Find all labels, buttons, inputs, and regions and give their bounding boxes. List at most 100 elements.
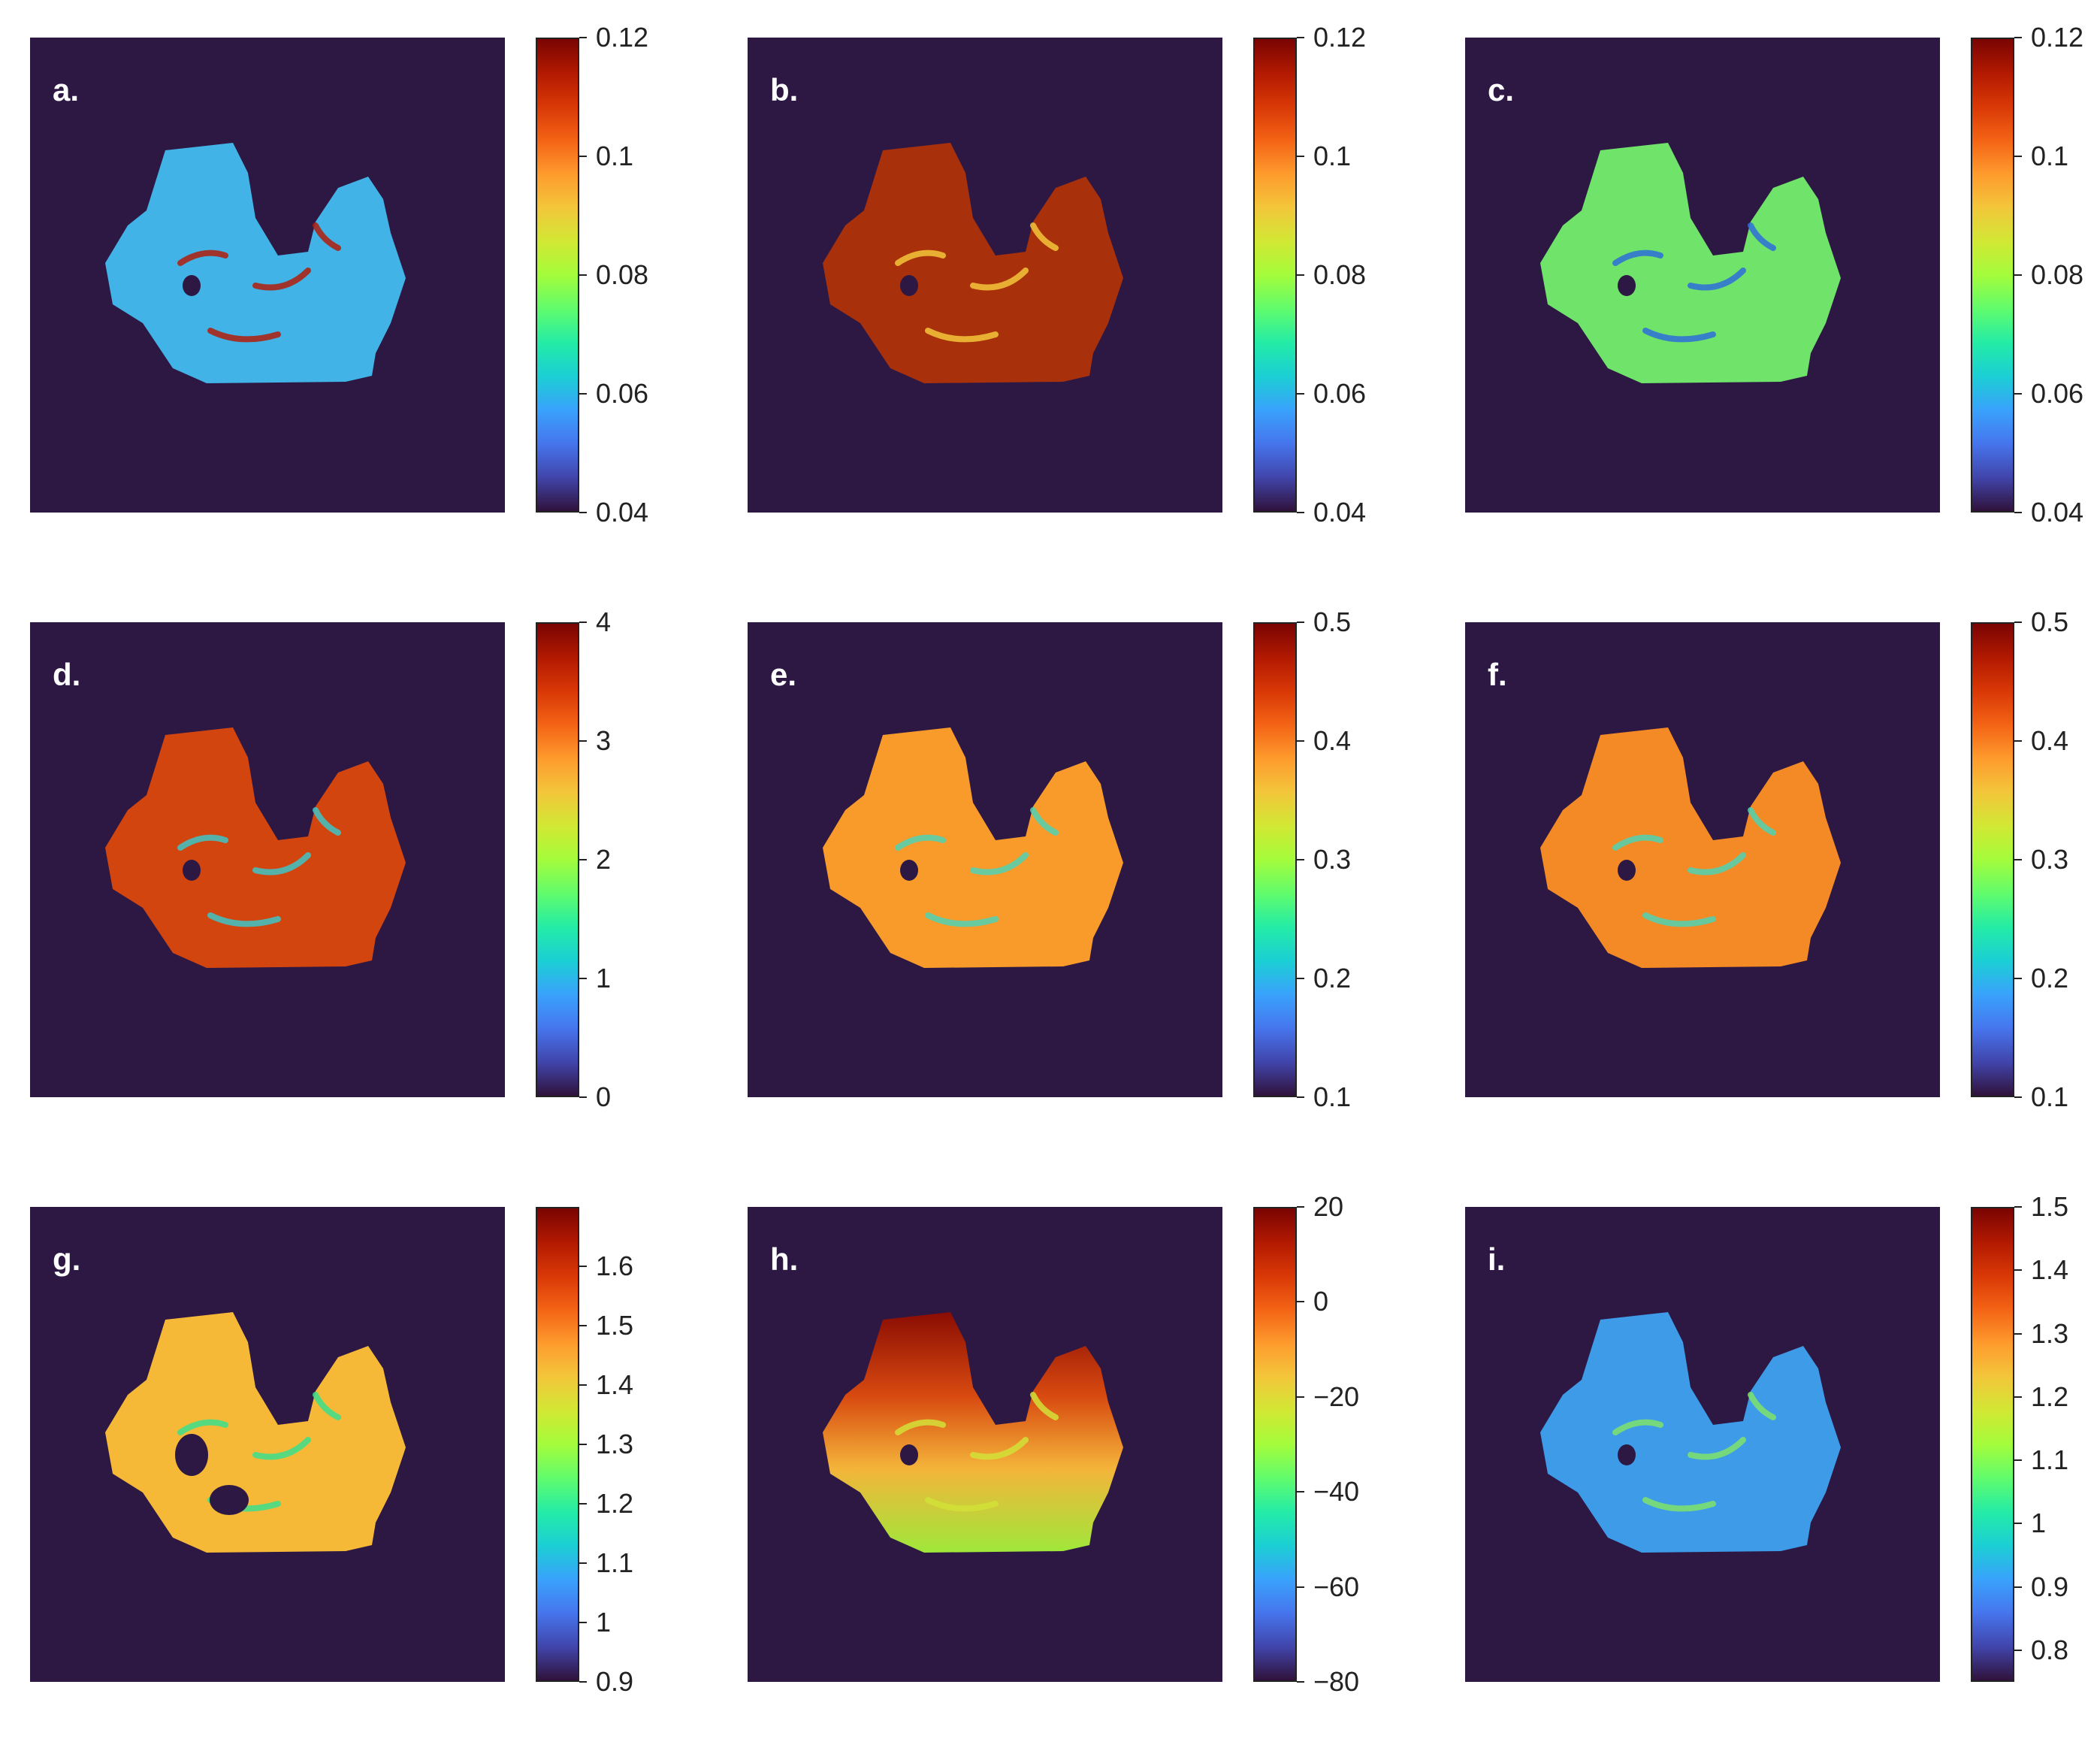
colorbar-tick	[2014, 274, 2022, 276]
colorbar-fill	[1972, 1208, 2013, 1680]
colorbar-tick	[579, 740, 587, 742]
colorbar-tick	[2014, 621, 2022, 623]
colorbar-tick	[1297, 1206, 1304, 1208]
panel-h: h. 20 0 −20 −40 −60 −80	[748, 1193, 1499, 1748]
tissue-map-svg	[105, 727, 406, 968]
colorbar-tick	[1297, 512, 1304, 513]
colorbar-tick-label: 0.5	[2031, 606, 2069, 637]
colorbar-tick-label: 0.08	[596, 259, 649, 290]
vessel-structure	[252, 852, 311, 876]
colorbar-tick-label: 1.1	[2031, 1444, 2069, 1476]
vessel-structure	[1748, 807, 1776, 836]
colorbar-tick-label: 1.5	[2031, 1191, 2069, 1222]
parameter-map: c.	[1465, 38, 1940, 513]
parameter-map: b.	[748, 38, 1222, 513]
colorbar-fill	[1972, 39, 2013, 511]
colorbar-tick-label: 0.12	[2031, 22, 2084, 53]
vessel-structure	[895, 1419, 946, 1435]
colorbar-tick	[1297, 37, 1304, 38]
panel-label: h.	[770, 1241, 799, 1277]
colorbar-tick-label: 4	[596, 606, 612, 637]
vessel-structure	[895, 249, 946, 266]
colorbar-tick-label: 0.06	[1313, 378, 1367, 409]
vessel-structure	[1642, 1497, 1716, 1512]
colorbar-tick	[579, 274, 587, 276]
void-region	[1618, 860, 1636, 881]
colorbar-gradient	[1972, 39, 2013, 511]
colorbar-tick-label: 0.4	[2031, 725, 2069, 756]
colorbar-tick	[2014, 1586, 2022, 1588]
colorbar-gradient	[1255, 39, 1295, 511]
void-region	[183, 275, 201, 296]
colorbar-tick	[2014, 512, 2022, 513]
colorbar-gradient	[1255, 1208, 1295, 1680]
panel-c: c. 0.12 0.1 0.08 0.06 0.04	[1465, 24, 2100, 579]
colorbar-tick-label: 0.08	[2031, 259, 2084, 290]
colorbar-tick	[1297, 859, 1304, 860]
parameter-map: h.	[748, 1207, 1222, 1682]
vessel-structure	[1642, 328, 1716, 343]
vessel-structure	[1688, 852, 1746, 876]
colorbar-tick-label: 0.4	[1313, 725, 1352, 756]
colorbar	[536, 622, 579, 1097]
colorbar-tick-label: 0.04	[596, 497, 649, 528]
colorbar-tick	[579, 1503, 587, 1505]
tissue-region	[105, 1312, 406, 1553]
colorbar-tick-label: 0.2	[2031, 963, 2069, 993]
tissue-map-svg	[823, 1312, 1123, 1553]
void-region	[1618, 275, 1636, 296]
tissue-map-svg	[105, 1312, 406, 1553]
colorbar-tick-label: 0.12	[596, 22, 649, 53]
colorbar-tick	[2014, 1523, 2022, 1525]
colorbar-tick	[2014, 156, 2022, 157]
colorbar-tick-label: 0.1	[1313, 1081, 1352, 1112]
colorbar-tick	[1297, 1396, 1304, 1398]
panel-label: c.	[1488, 72, 1515, 107]
colorbar-tick-label: 0.1	[2031, 1081, 2069, 1112]
colorbar-tick	[579, 621, 587, 623]
vessel-structure	[207, 912, 281, 927]
vessel-structure	[925, 912, 999, 927]
colorbar-fill	[1255, 1208, 1295, 1680]
vessel-structure	[1748, 1392, 1776, 1420]
colorbar-tick-label: 0.1	[1313, 141, 1352, 171]
colorbar-tick-label: 0.9	[2031, 1571, 2069, 1602]
colorbar-tick-label: 1.4	[2031, 1254, 2069, 1286]
tissue-region	[1540, 143, 1841, 383]
colorbar-tick	[2014, 1332, 2022, 1335]
void-region	[900, 1444, 918, 1465]
colorbar-tick-label: 0.04	[1313, 497, 1367, 528]
vessel-structure	[313, 807, 341, 836]
void-region	[900, 275, 918, 296]
colorbar-tick	[1297, 1586, 1304, 1588]
colorbar-tick	[1297, 621, 1304, 623]
colorbar-tick-label: 0.3	[2031, 844, 2069, 875]
vessel-structure	[925, 1497, 999, 1512]
colorbar-tick-label: 0	[1313, 1286, 1329, 1317]
void-region	[183, 860, 201, 881]
colorbar-tick-label: 0.08	[1313, 259, 1367, 290]
colorbar-tick-label: 1	[2031, 1508, 2047, 1539]
vessel-structure	[925, 328, 999, 343]
parameter-map: i.	[1465, 1207, 1940, 1682]
colorbar-gradient	[537, 624, 578, 1096]
colorbar-tick-label: 1.4	[596, 1369, 634, 1400]
colorbar-tick-label: 0.9	[596, 1666, 634, 1697]
colorbar-fill	[1255, 624, 1295, 1096]
colorbar-tick-label: 0.12	[1313, 22, 1367, 53]
tissue-region	[105, 727, 406, 968]
tissue-map-svg	[823, 143, 1123, 383]
void-region	[175, 1434, 208, 1476]
colorbar-tick-label: 0.04	[2031, 497, 2084, 528]
vessel-structure	[177, 249, 228, 266]
colorbar-tick-label: 1.3	[596, 1429, 634, 1459]
vessel-structure	[970, 268, 1029, 291]
colorbar-tick	[1297, 740, 1304, 742]
colorbar-tick	[2014, 1649, 2022, 1651]
vessel-structure	[207, 328, 281, 343]
void-region	[210, 1485, 249, 1515]
parameter-map: e.	[748, 622, 1222, 1097]
parameter-map: g.	[30, 1207, 505, 1682]
vessel-structure	[177, 1419, 228, 1435]
vessel-structure	[313, 1392, 341, 1420]
